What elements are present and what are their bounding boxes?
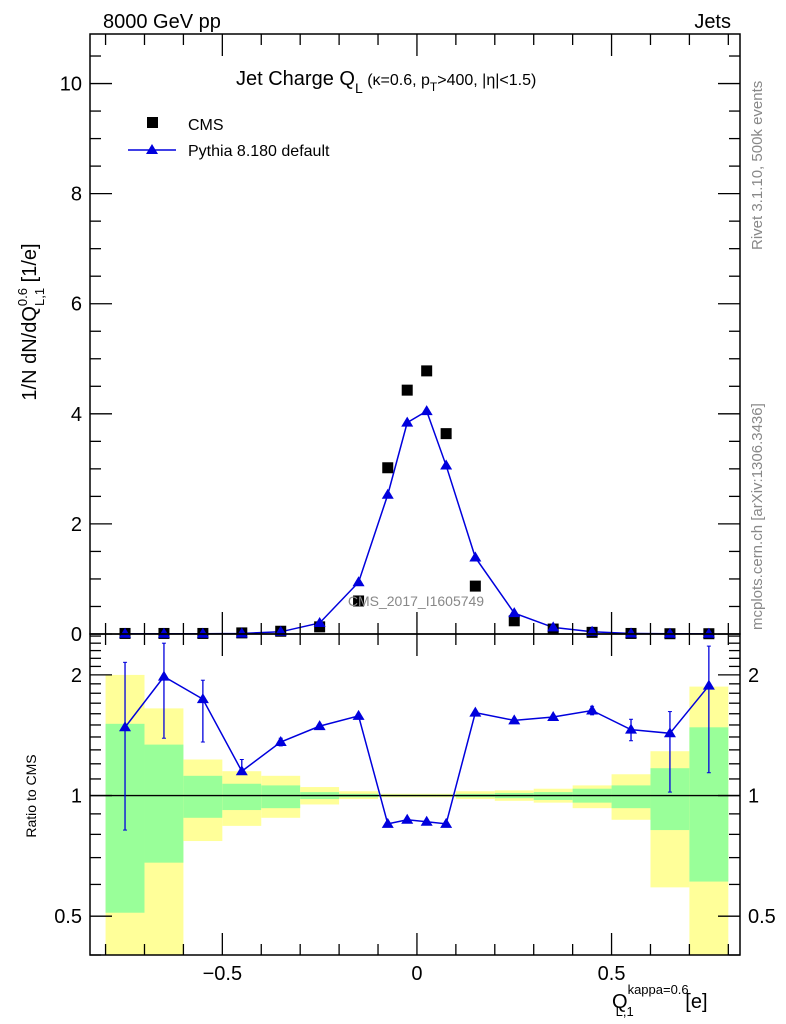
ratio-point xyxy=(352,709,365,720)
pythia-point xyxy=(702,627,715,638)
cms-point xyxy=(440,428,452,440)
y-tick-label: 10 xyxy=(60,74,82,96)
y-tick-label: 8 xyxy=(71,184,82,206)
cms-point xyxy=(508,615,520,627)
ratio-point xyxy=(196,693,209,704)
legend-cms-label: CMS xyxy=(188,117,224,134)
pythia-point xyxy=(119,627,132,638)
ratio-point xyxy=(586,704,599,715)
band-inner xyxy=(261,785,301,809)
data-marks xyxy=(119,365,715,831)
ratio-y-tick-label: 2 xyxy=(71,665,82,687)
header-energy: 8000 GeV pp xyxy=(103,11,221,33)
pythia-point xyxy=(352,576,365,587)
x-tick-label: −0.5 xyxy=(203,963,242,985)
ratio-point xyxy=(235,765,248,776)
ratio-point xyxy=(440,817,453,828)
pythia-point xyxy=(313,616,326,627)
pythia-point xyxy=(663,627,676,638)
main-y-axis-label: 1/N dN/dQ0.6 L,1 [1/e] xyxy=(15,243,47,400)
ratio-y-tick-label-right: 0.5 xyxy=(748,906,776,928)
x-axis-label: Qkappa=0.6 L,1 [e] xyxy=(612,982,708,1019)
pythia-point xyxy=(196,627,209,638)
analysis-watermark: CMS_2017_I1605749 xyxy=(348,593,484,609)
pythia-point xyxy=(235,627,248,638)
cms-point xyxy=(353,595,365,607)
cms-point xyxy=(421,365,433,377)
legend-pythia-label: Pythia 8.180 default xyxy=(188,143,330,160)
ratio-point xyxy=(313,720,326,731)
ratio-point xyxy=(157,670,170,681)
cms-point xyxy=(382,462,394,474)
pythia-point xyxy=(508,607,521,618)
pythia-point xyxy=(381,488,394,499)
ratio-point xyxy=(702,679,715,690)
x-tick-label: 0.5 xyxy=(598,963,626,985)
pythia-point xyxy=(469,551,482,562)
band-inner xyxy=(222,783,262,811)
pythia-point xyxy=(420,405,433,416)
legend-pythia-marker xyxy=(146,144,158,154)
ratio-point xyxy=(547,711,560,722)
x-tick-label: 0 xyxy=(411,963,422,985)
ratio-point xyxy=(663,727,676,738)
y-tick-label: 0 xyxy=(71,624,82,646)
ratio-y-tick-label: 1 xyxy=(71,786,82,808)
y-tick-label: 2 xyxy=(71,514,82,536)
pythia-point xyxy=(401,416,414,427)
ratio-point xyxy=(508,714,521,725)
axes: −0.5 0 0.5 0 2 4 6 8 10 0.5 0.5 1 1 2 2 xyxy=(54,33,776,985)
y-tick-label: 6 xyxy=(71,294,82,316)
header-process: Jets xyxy=(694,11,731,33)
ratio-y-tick-label-right: 1 xyxy=(748,786,759,808)
legend-cms-marker xyxy=(147,117,158,128)
band-inner xyxy=(183,775,223,818)
band-inner xyxy=(611,785,651,809)
ratio-point xyxy=(381,817,394,828)
pythia-point xyxy=(157,627,170,638)
y-tick-label: 4 xyxy=(71,404,82,426)
ratio-line xyxy=(124,675,710,825)
ratio-point xyxy=(119,721,132,732)
ratio-point xyxy=(420,815,433,826)
ratio-point xyxy=(401,813,414,824)
ratio-point xyxy=(469,706,482,717)
ratio-bands xyxy=(90,674,740,955)
ratio-y-tick-label: 0.5 xyxy=(54,906,82,928)
cms-point xyxy=(401,384,413,396)
ratio-point xyxy=(274,736,287,747)
plot-title: Jet Charge QL (κ=0.6, pT>400, |η|<1.5) xyxy=(236,68,536,96)
ratio-plot-frame xyxy=(89,633,741,956)
pythia-point xyxy=(547,621,560,632)
ratio-y-axis-label: Ratio to CMS xyxy=(23,754,39,837)
pythia-point xyxy=(625,627,638,638)
ratio-point xyxy=(625,723,638,734)
mcplots-info: mcplots.cern.ch [arXiv:1306.3436] xyxy=(749,403,766,630)
ratio-y-tick-label-right: 2 xyxy=(748,665,759,687)
cms-point xyxy=(469,580,481,592)
pythia-point xyxy=(440,459,453,470)
rivet-info: Rivet 3.1.10, 500k events xyxy=(749,81,766,250)
band-inner xyxy=(144,744,184,863)
